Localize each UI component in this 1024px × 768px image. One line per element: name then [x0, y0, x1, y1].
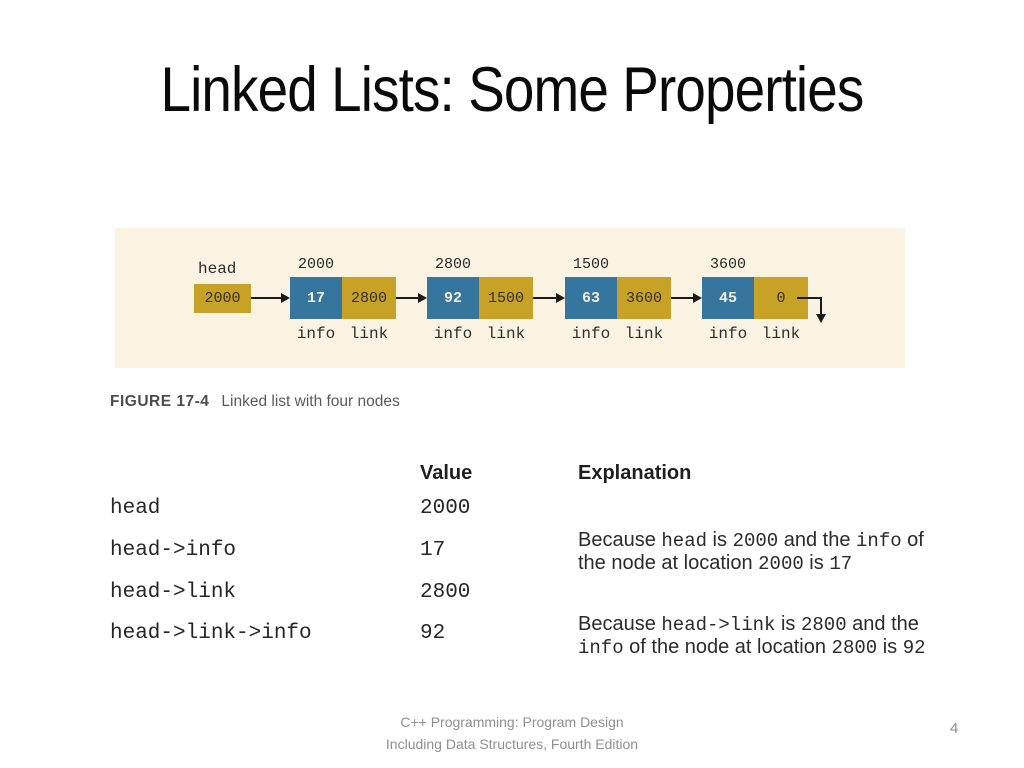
footer-line-1: C++ Programming: Program Design [400, 714, 624, 730]
node-address-label: 2000 [298, 256, 335, 273]
node-link-box: 3600 [617, 277, 671, 319]
value-column-header: Value [420, 462, 473, 484]
info-field-label: info [433, 325, 473, 343]
table-row-value: 92 [420, 622, 446, 645]
node-field-labels: info link [565, 325, 671, 343]
arrow-node3-to-node4 [671, 293, 702, 303]
footer-line-2: Including Data Structures, Fourth Editio… [385, 736, 639, 752]
node-boxes: 45 0 [702, 277, 808, 319]
node-field-labels: info link [702, 325, 808, 343]
node-address-label: 2800 [435, 256, 472, 273]
table-row-expr: head->link [110, 581, 237, 604]
null-pointer-arrowhead-icon [816, 314, 826, 323]
node-info-box: 45 [702, 277, 754, 319]
slide-footer: C++ Programming: Program Design Includin… [0, 711, 1024, 755]
arrow-node1-to-node2 [396, 293, 427, 303]
explanation-column-header: Explanation [578, 462, 692, 484]
explanation-paragraph-2: Because head->link is 2800 and the info … [578, 613, 926, 659]
explanation-paragraph-1: Because head is 2000 and the info of the… [578, 529, 924, 575]
node-boxes: 17 2800 [290, 277, 396, 319]
table-row-expr: head [110, 497, 161, 520]
table-row-expr: head->info [110, 539, 237, 562]
list-node-2: 2800 92 1500 info link [427, 228, 533, 368]
link-field-label: link [761, 325, 801, 343]
info-field-label: info [708, 325, 748, 343]
info-field-label: info [571, 325, 611, 343]
node-info-box: 17 [290, 277, 342, 319]
node-link-box: 1500 [479, 277, 533, 319]
list-node-1: 2000 17 2800 info link [290, 228, 396, 368]
page-number: 4 [950, 720, 959, 737]
link-field-label: link [486, 325, 526, 343]
node-boxes: 92 1500 [427, 277, 533, 319]
null-pointer-arrow [797, 297, 822, 299]
table-row-expr: head->link->info [110, 622, 312, 645]
head-pointer-label: head [198, 260, 237, 278]
info-field-label: info [296, 325, 336, 343]
list-node-3: 1500 63 3600 info link [565, 228, 671, 368]
node-info-box: 63 [565, 277, 617, 319]
figure-caption-text: Linked list with four nodes [221, 393, 400, 410]
node-field-labels: info link [427, 325, 533, 343]
list-node-4: 3600 45 0 info link [702, 228, 808, 368]
table-row-value: 17 [420, 539, 446, 562]
link-field-label: link [349, 325, 389, 343]
figure-caption: FIGURE 17-4 Linked list with four nodes [110, 393, 400, 411]
null-pointer-arrow [820, 297, 822, 314]
table-row-value: 2000 [420, 497, 471, 520]
node-address-label: 1500 [573, 256, 610, 273]
node-link-box: 2800 [342, 277, 396, 319]
node-boxes: 63 3600 [565, 277, 671, 319]
head-pointer-box: 2000 [194, 284, 251, 313]
arrow-node2-to-node3 [533, 293, 565, 303]
table-row-value: 2800 [420, 581, 471, 604]
explanation-line: Because head->link is 2800 and the [578, 613, 919, 636]
link-field-label: link [624, 325, 664, 343]
node-field-labels: info link [290, 325, 396, 343]
figure-caption-label: FIGURE 17-4 [110, 393, 210, 410]
explanation-line: Because head is 2000 and the info of [578, 529, 924, 552]
arrow-head-to-node1 [251, 293, 290, 303]
linked-list-figure: head 2000 2000 17 2800 info link 2800 92… [115, 228, 905, 368]
node-address-label: 3600 [710, 256, 747, 273]
explanation-line: info of the node at location 2800 is 92 [578, 636, 926, 659]
title-wrap: Linked Lists: Some Properties [0, 54, 1024, 126]
node-info-box: 92 [427, 277, 479, 319]
page-title: Linked Lists: Some Properties [160, 55, 865, 125]
explanation-line: the node at location 2000 is 17 [578, 552, 853, 575]
